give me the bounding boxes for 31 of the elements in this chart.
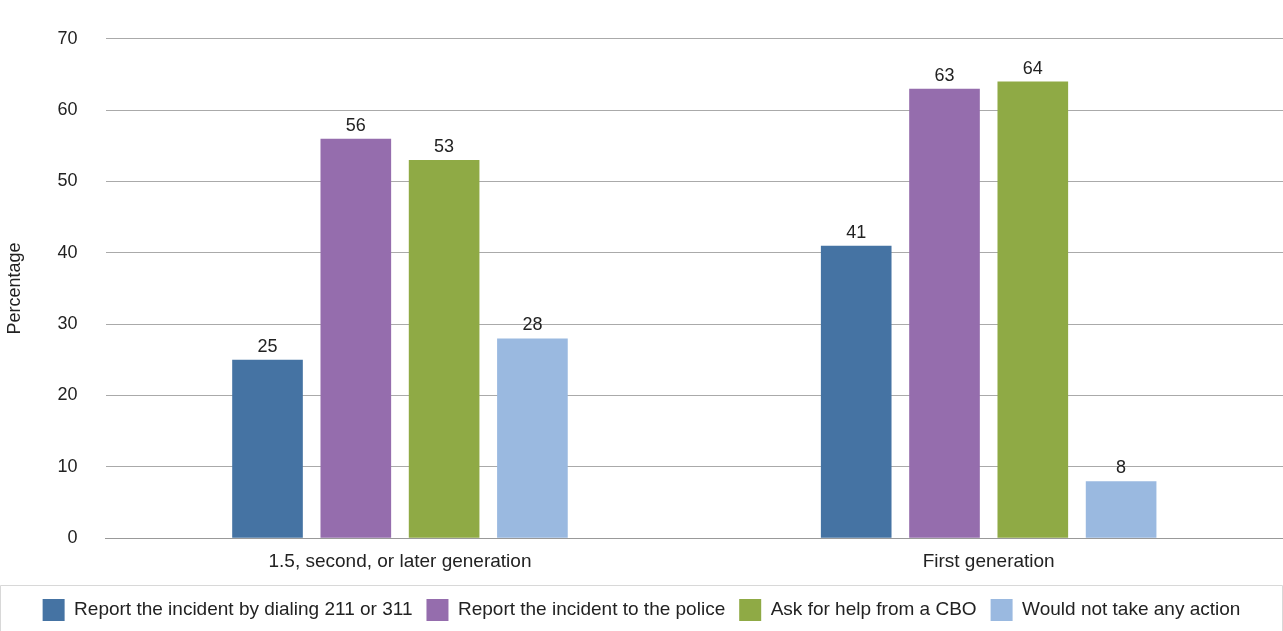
y-tick-label: 0 bbox=[67, 527, 78, 548]
data-label: 64 bbox=[1022, 57, 1043, 78]
y-tick-label: 60 bbox=[57, 99, 78, 120]
y-tick-label: 70 bbox=[57, 27, 78, 48]
legend-label: Ask for help from a CBO bbox=[770, 598, 977, 620]
data-label: 63 bbox=[934, 64, 955, 85]
bar bbox=[497, 338, 568, 538]
bar bbox=[820, 245, 892, 538]
bar bbox=[997, 81, 1069, 538]
x-tick-label: 1.5, second, or later generation bbox=[268, 549, 532, 571]
data-label: 56 bbox=[345, 114, 366, 135]
y-tick-label: 30 bbox=[57, 313, 78, 334]
x-tick-label: First generation bbox=[922, 549, 1055, 571]
y-tick-label: 10 bbox=[57, 455, 78, 476]
y-axis-title: Percentage bbox=[3, 242, 24, 335]
legend-label: Report the incident to the police bbox=[457, 598, 726, 620]
y-tick-label: 50 bbox=[57, 170, 78, 191]
bar bbox=[408, 160, 480, 538]
data-label: 28 bbox=[522, 314, 543, 335]
bar bbox=[232, 359, 303, 538]
bar bbox=[909, 88, 980, 538]
bar bbox=[320, 138, 392, 538]
legend-label: Would not take any action bbox=[1022, 598, 1241, 620]
data-label: 8 bbox=[1116, 457, 1127, 478]
y-tick-label: 40 bbox=[57, 241, 78, 262]
data-label: 25 bbox=[257, 335, 278, 356]
bar bbox=[1085, 481, 1157, 538]
y-tick-label: 20 bbox=[57, 384, 78, 405]
data-label: 53 bbox=[434, 136, 455, 157]
legend-label: Report the incident by dialing 211 or 311 bbox=[74, 598, 413, 620]
data-label: 41 bbox=[846, 221, 867, 242]
